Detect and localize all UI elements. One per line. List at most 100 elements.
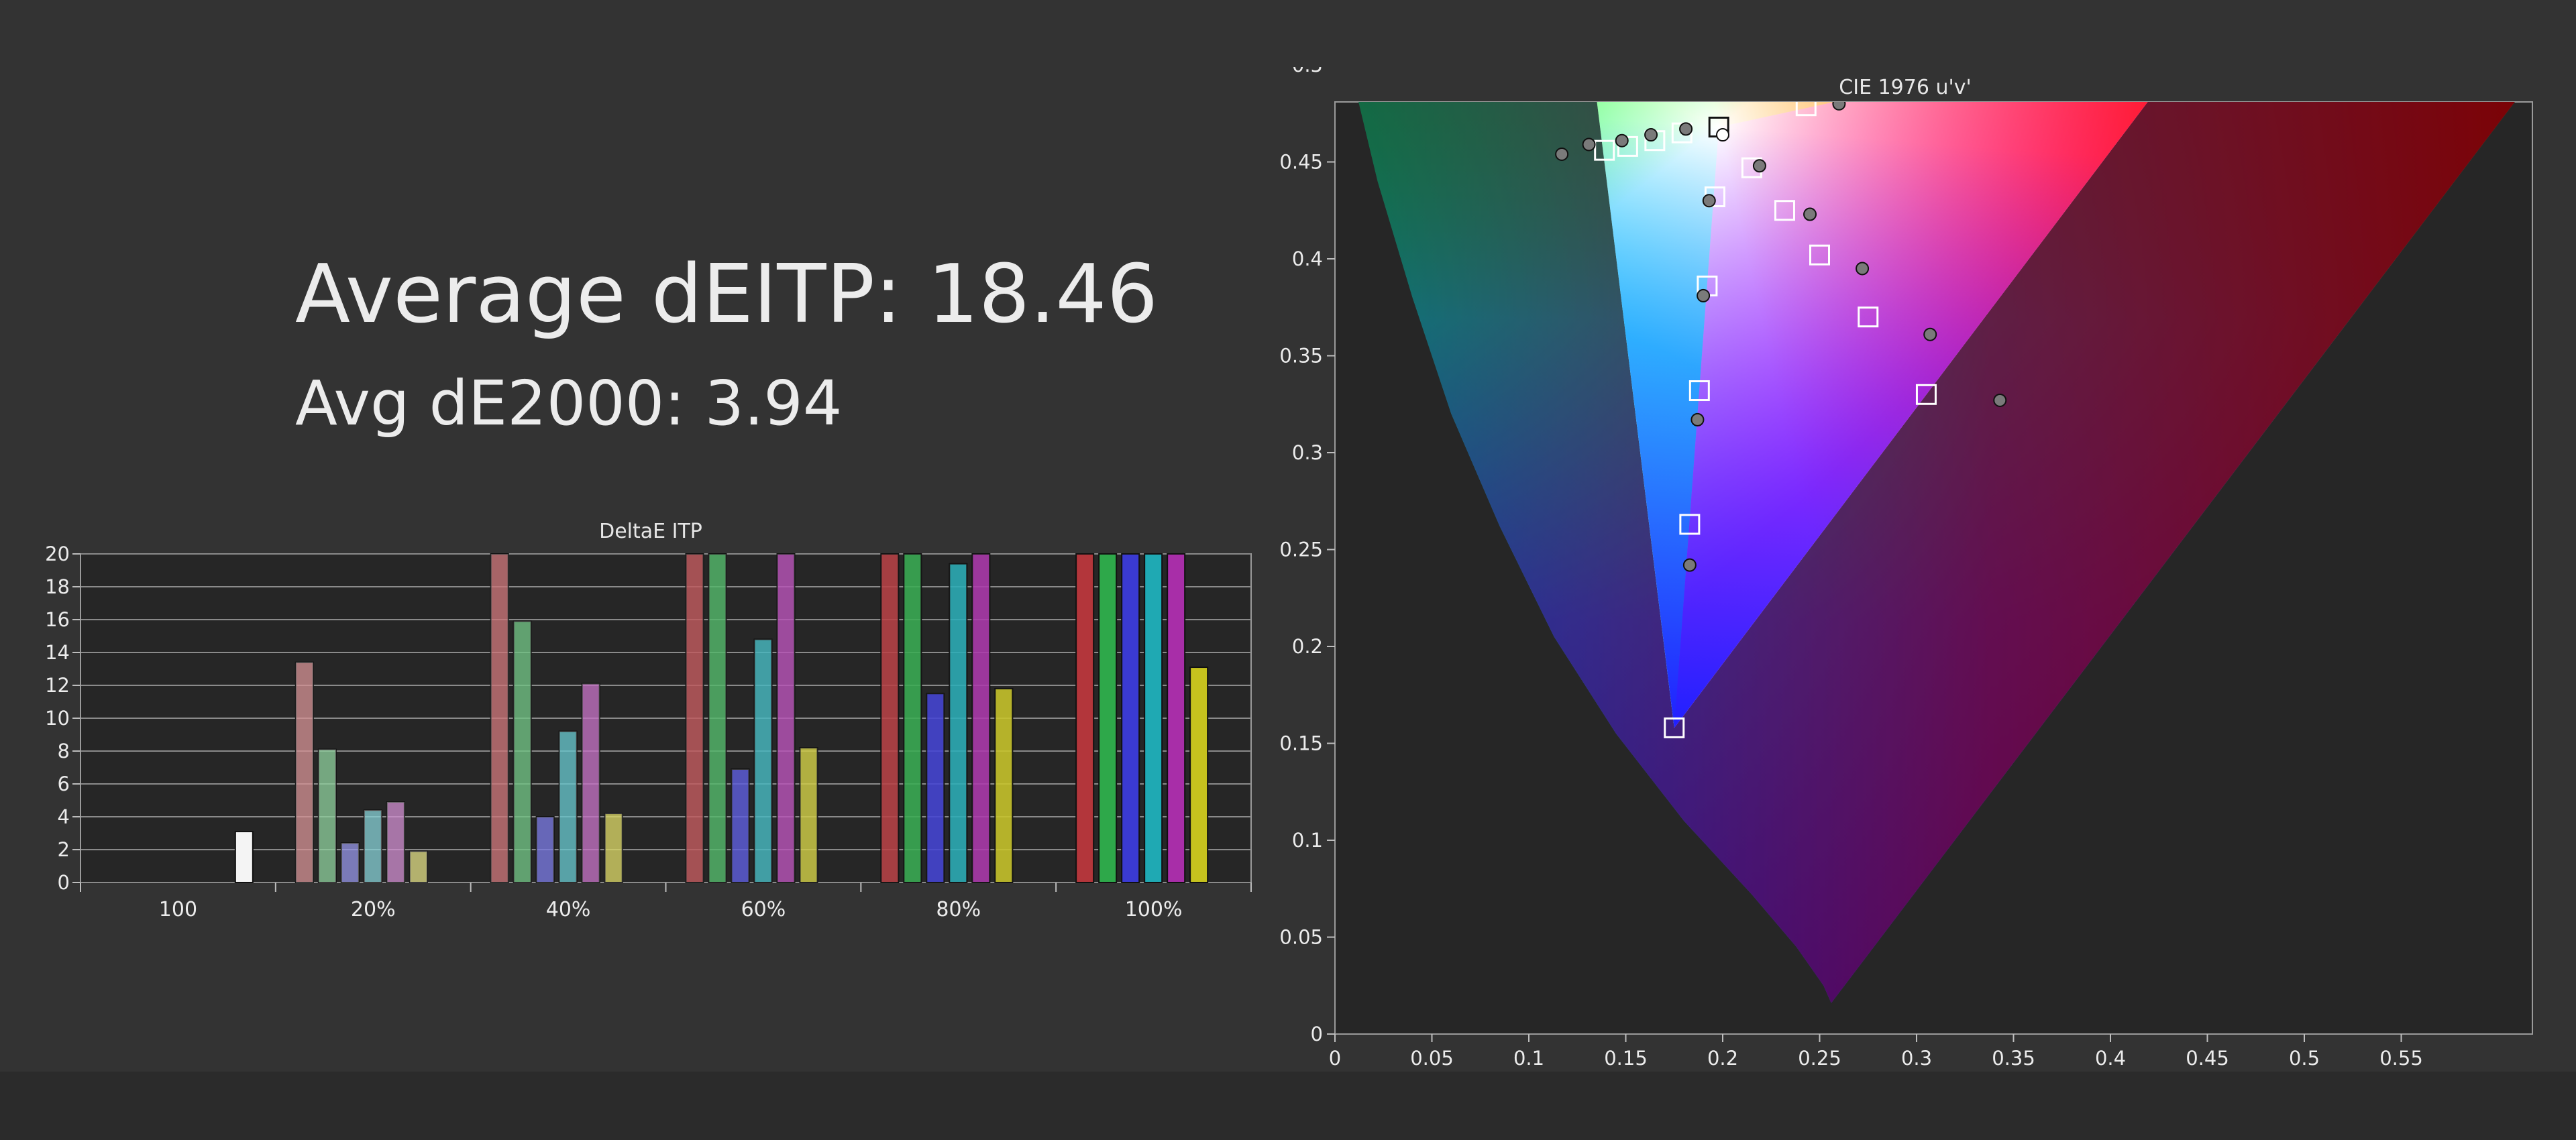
measured-point-yellow: [1715, 72, 1727, 84]
cie-y-tick-label: 0.1: [1292, 829, 1323, 852]
bar-x-tick-label: 20%: [351, 898, 396, 921]
bar-tint-overlay: [409, 851, 427, 882]
cie-x-tick-label: 0.2: [1707, 1047, 1738, 1070]
bar-tint-overlay: [318, 749, 336, 882]
bottom-band: [0, 1072, 2576, 1140]
bar-red-40pct: [490, 553, 509, 883]
bar-yellow-80pct: [994, 687, 1014, 883]
bar-tint-overlay: [972, 554, 990, 882]
measured-point-magenta: [1856, 262, 1870, 276]
bar-cyan-40pct: [558, 730, 578, 883]
target-marker: [1858, 306, 1879, 328]
measured-point-cyan: [1555, 147, 1569, 161]
cie-x-tick-label: 0.4: [2095, 1047, 2126, 1070]
bar-magenta-20pct: [386, 801, 405, 884]
bar-tint-overlay: [536, 817, 554, 882]
bar-green-100pct: [1098, 553, 1118, 883]
measured-point-red: [2095, 67, 2107, 71]
measured-point-cyan: [1679, 122, 1693, 136]
bar-y-tick-label: 16: [45, 608, 70, 631]
cie-y-tick-label: 0.05: [1279, 926, 1323, 949]
cie-x-tick-label: 0.25: [1798, 1047, 1841, 1070]
bar-green-80pct: [903, 553, 922, 883]
target-marker: [1617, 135, 1638, 157]
bar-y-tick-label: 4: [58, 805, 70, 828]
cie-1976-uv-diagram: CIE 1976 u'v' 0 0.05 0.1 0.15 0.2 0.25 0.3 0.35…: [1279, 67, 2533, 1070]
cie-y-tick-label: 0.25: [1279, 538, 1323, 561]
target-marker: [1915, 384, 1937, 405]
cie-x-tick-label: 0: [1329, 1047, 1341, 1070]
target-marker: [1664, 717, 1685, 738]
cie-y-tick-label: 0.2: [1292, 635, 1323, 658]
target-marker: [1679, 514, 1701, 535]
measured-point-white: [1716, 128, 1729, 142]
bar-blue-100pct: [1121, 553, 1140, 883]
target-marker: [1688, 380, 1710, 402]
target-marker: [1795, 102, 1817, 117]
bar-yellow-60pct: [799, 747, 818, 883]
bar-y-tick-label: 6: [58, 773, 70, 795]
bar-tint-overlay: [777, 554, 795, 882]
measured-point-red: [1971, 76, 1983, 89]
cie-y-tick-label: 0.5: [1292, 67, 1323, 76]
bar-magenta-100pct: [1167, 553, 1186, 883]
bar-yellow-40pct: [604, 813, 623, 884]
bar-green-60pct: [708, 553, 727, 883]
deltae-itp-bar-chart: DeltaE ITP 0 2 4 6 8 10 12 14 16 18 20 100 20% 40% 60…: [45, 520, 1252, 921]
bar-tint-overlay: [904, 554, 922, 882]
bar-blue-40pct: [535, 816, 555, 883]
bar-green-40pct: [513, 620, 532, 883]
cie-x-tick-label: 0.55: [2379, 1047, 2423, 1070]
bar-tint-overlay: [513, 621, 531, 882]
bar-y-tick-label: 14: [45, 641, 70, 664]
bar-tint-overlay: [364, 810, 382, 882]
bar-tint-overlay: [604, 813, 623, 882]
bar-tint-overlay: [559, 731, 577, 882]
bar-y-tick-label: 10: [45, 707, 70, 730]
measured-point-cyan: [1615, 133, 1629, 148]
measured-point-blue: [1690, 412, 1705, 426]
bar-magenta-60pct: [776, 553, 796, 883]
cie-x-tick-label: 0.3: [1901, 1047, 1932, 1070]
bar-x-tick-label: 80%: [936, 898, 981, 921]
measured-point-magenta: [1752, 159, 1766, 173]
avg-de2000-label: Avg dE2000: 3.94: [295, 367, 843, 439]
cie-x-tick-label: 0.15: [1604, 1047, 1648, 1070]
bar-y-tick-label: 20: [45, 543, 70, 565]
bar-tint-overlay: [708, 554, 727, 882]
bar-x-tick-label: 60%: [741, 898, 786, 921]
cie-chart-title: CIE 1976 u'v': [1839, 76, 1971, 99]
bar-magenta-80pct: [971, 553, 991, 883]
cie-y-tick-label: 0.3: [1292, 441, 1323, 464]
bar-yellow-20pct: [409, 850, 428, 884]
bar-cyan-60pct: [753, 638, 773, 883]
measured-point-red: [1832, 102, 1846, 111]
bar-tint-overlay: [995, 688, 1013, 882]
cie-y-tick-label: 0: [1311, 1023, 1323, 1045]
bar-blue-20pct: [340, 842, 360, 884]
bar-tint-overlay: [949, 563, 967, 882]
bar-y-tick-label: 8: [58, 740, 70, 762]
measured-point-blue: [1697, 288, 1711, 302]
bar-yellow-100pct: [1189, 667, 1209, 884]
measured-point-magenta: [1923, 327, 1937, 341]
cie-y-tick-label: 0.4: [1292, 247, 1323, 270]
cie-x-tick-label: 0.45: [2186, 1047, 2229, 1070]
gamut-primary-gradient: [1597, 102, 2148, 728]
average-deitp-label: Average dEITP: 18.46: [295, 248, 1159, 341]
bar-tint-overlay: [341, 843, 359, 882]
bar-magenta-40pct: [581, 683, 600, 884]
bar-red-20pct: [294, 661, 314, 883]
bar-y-tick-label: 12: [45, 674, 70, 697]
measured-point-blue: [1682, 558, 1697, 572]
bar-green-20pct: [317, 748, 337, 883]
cie-x-tick-label: 0.35: [1992, 1047, 2035, 1070]
measured-point-magenta: [1993, 393, 2007, 407]
cie-x-tick-label: 0.5: [2289, 1047, 2320, 1070]
bar-cyan-100pct: [1144, 553, 1163, 883]
bar-red-100pct: [1075, 553, 1095, 883]
cie-y-tick-label: 0.45: [1279, 151, 1323, 174]
bar-x-tick-label: 100%: [1125, 898, 1183, 921]
measured-point-cyan: [1582, 137, 1596, 152]
target-marker: [1594, 139, 1615, 161]
